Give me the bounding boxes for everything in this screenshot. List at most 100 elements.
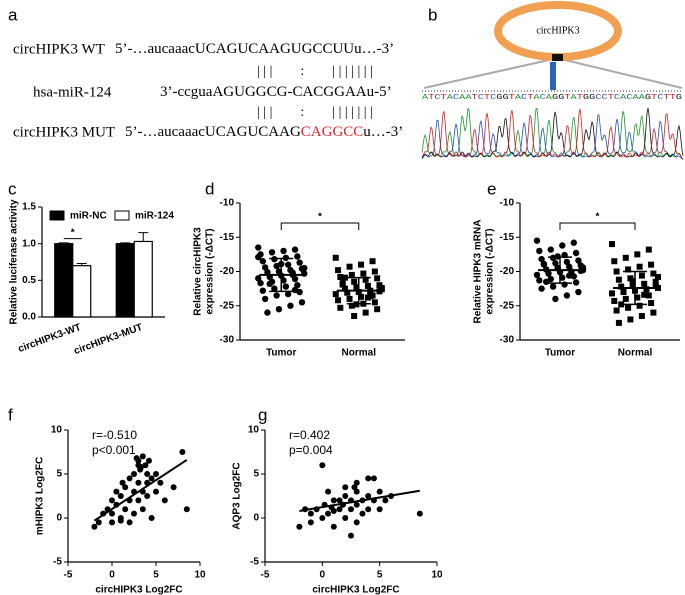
error-bar bbox=[138, 232, 149, 242]
data-point bbox=[348, 506, 354, 513]
data-point bbox=[179, 449, 186, 455]
data-point bbox=[332, 291, 339, 298]
significance-mark: * bbox=[596, 212, 600, 223]
data-point bbox=[533, 271, 541, 279]
data-point bbox=[609, 241, 615, 248]
trace-line bbox=[421, 107, 684, 160]
data-point bbox=[133, 455, 140, 462]
data-point bbox=[157, 479, 164, 486]
data-point bbox=[575, 257, 582, 264]
data-point bbox=[131, 471, 137, 477]
data-point bbox=[365, 493, 372, 499]
y-tick-label: -15 bbox=[220, 232, 235, 243]
sequence-part: 5’-…aucaaacUCAGUCAAG bbox=[125, 124, 301, 140]
y-tick-label: 10 bbox=[51, 425, 63, 436]
circle-label: circHIPK3 bbox=[536, 25, 579, 36]
data-point bbox=[261, 264, 269, 271]
data-point bbox=[575, 288, 582, 296]
data-point bbox=[353, 479, 360, 486]
y-tick-label: -10 bbox=[500, 198, 515, 209]
y-tick-label: -5 bbox=[250, 557, 259, 568]
stat-annotation: r=0.402 bbox=[289, 428, 330, 442]
sequence-part: 5’-…aucaaacUCAGUCAAGUGCCUUu…-3’ bbox=[115, 41, 394, 57]
data-point bbox=[294, 282, 301, 289]
data-point bbox=[330, 497, 337, 504]
data-point bbox=[348, 302, 355, 309]
data-point bbox=[153, 488, 159, 495]
data-point bbox=[351, 313, 358, 320]
data-point bbox=[337, 304, 344, 311]
x-tick-label: 0 bbox=[109, 570, 115, 581]
data-point bbox=[266, 280, 273, 288]
panel-label: d bbox=[205, 179, 214, 198]
data-point bbox=[370, 475, 377, 482]
data-point bbox=[301, 264, 308, 272]
x-tick-label: Tumor bbox=[266, 348, 296, 359]
data-point bbox=[636, 302, 643, 309]
data-point bbox=[109, 519, 115, 526]
data-point bbox=[122, 484, 129, 491]
legend-label: miR-124 bbox=[135, 211, 174, 222]
data-point bbox=[563, 258, 571, 266]
significance-mark: * bbox=[71, 227, 75, 238]
data-point bbox=[566, 272, 573, 279]
y-tick-label: 0 bbox=[253, 513, 259, 524]
data-point bbox=[264, 309, 271, 316]
data-point bbox=[319, 462, 326, 469]
data-point bbox=[643, 286, 650, 293]
x-tick-label: -5 bbox=[261, 570, 270, 581]
data-point bbox=[547, 246, 554, 253]
y-tick-label: -10 bbox=[220, 198, 235, 209]
bar bbox=[72, 265, 92, 318]
panel-label: a bbox=[8, 5, 18, 24]
data-point bbox=[362, 309, 369, 316]
pairing: | | | : | | | | | | | bbox=[257, 64, 373, 79]
data-point bbox=[264, 268, 271, 276]
data-point bbox=[613, 307, 620, 314]
data-point bbox=[552, 260, 559, 267]
x-tick-label: 10 bbox=[194, 570, 206, 581]
data-point bbox=[339, 281, 346, 288]
data-point bbox=[367, 293, 374, 300]
y-axis-label: expression (-ΔCT) bbox=[485, 228, 496, 314]
data-point bbox=[148, 515, 155, 521]
data-point bbox=[109, 510, 115, 517]
data-point bbox=[325, 510, 332, 517]
data-point bbox=[374, 275, 381, 282]
legend-swatch bbox=[114, 210, 130, 221]
data-point bbox=[307, 519, 314, 526]
data-point bbox=[346, 263, 353, 270]
data-point bbox=[170, 484, 177, 491]
data-point bbox=[95, 519, 102, 526]
y-tick-label: -15 bbox=[500, 232, 515, 243]
data-point bbox=[645, 292, 652, 299]
data-point bbox=[348, 271, 355, 278]
data-point bbox=[255, 275, 262, 282]
y-tick-label: -30 bbox=[500, 335, 515, 346]
data-point bbox=[609, 290, 615, 297]
data-point bbox=[650, 270, 657, 277]
legend-label: miR-NC bbox=[70, 211, 107, 222]
data-point bbox=[342, 515, 349, 521]
data-point bbox=[579, 264, 587, 271]
y-tick-label: 0.5 bbox=[22, 275, 36, 286]
panel-label: f bbox=[8, 405, 13, 424]
panel-label: b bbox=[428, 5, 437, 24]
data-point bbox=[259, 258, 267, 265]
y-axis-label: Relative circHIPK3 bbox=[193, 227, 204, 316]
data-point bbox=[257, 279, 264, 287]
data-point bbox=[382, 497, 389, 504]
panel-label: g bbox=[258, 405, 267, 424]
significance-bracket bbox=[559, 222, 636, 230]
data-point bbox=[259, 287, 267, 294]
sequence: 3’-ccguaAGUGGCG-CACGGAAu-5’ bbox=[160, 84, 392, 100]
data-point bbox=[294, 253, 301, 260]
data-point bbox=[135, 497, 142, 504]
y-tick-label: 0.0 bbox=[22, 312, 36, 323]
data-point bbox=[618, 283, 625, 290]
data-point bbox=[307, 510, 314, 517]
y-axis-label: Relative luciferase activity bbox=[9, 199, 20, 325]
y-tick-label: -20 bbox=[220, 266, 235, 277]
junction-bar bbox=[550, 62, 556, 90]
data-point bbox=[296, 259, 303, 266]
